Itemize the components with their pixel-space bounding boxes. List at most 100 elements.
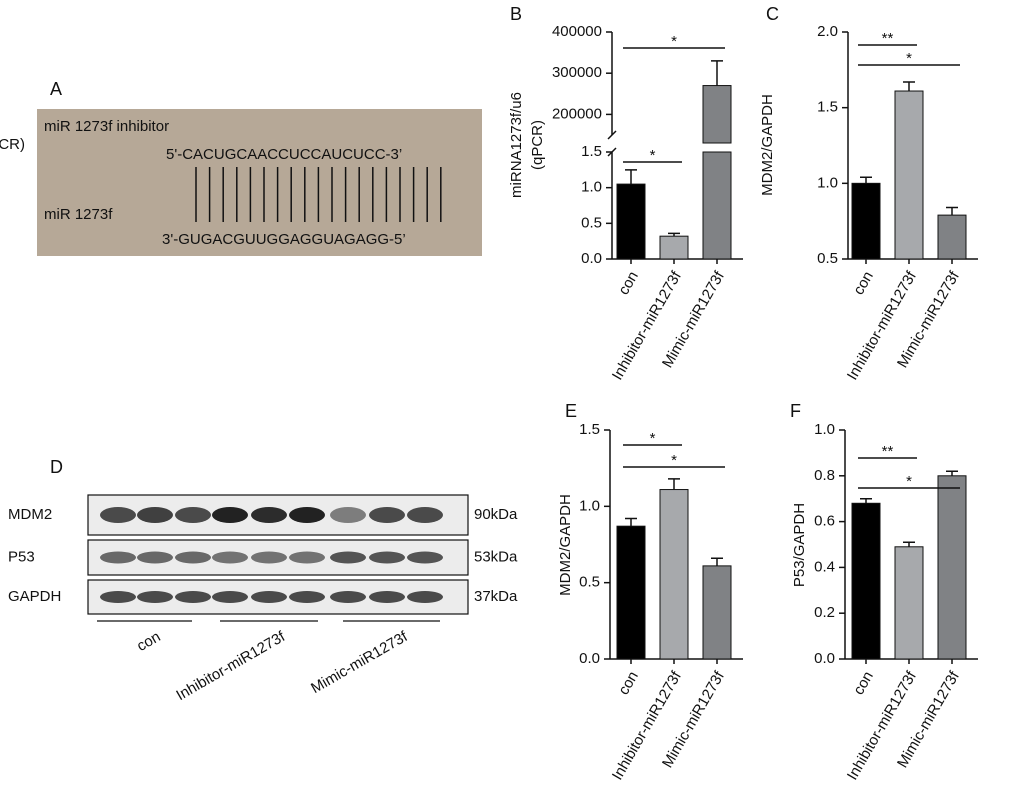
axis-break: [607, 130, 617, 140]
group-label: Inhibitor-miR1273f: [173, 628, 288, 704]
band: [212, 551, 248, 564]
band: [251, 551, 287, 564]
sequence: 3'-GUGACGUUGGAGGUAGAGG-5’: [162, 231, 406, 248]
band: [251, 591, 287, 603]
panel-letter: E: [565, 401, 577, 421]
bar: [659, 235, 689, 260]
bar: [937, 475, 967, 660]
band: [212, 507, 248, 523]
y-tick-label: 1.5: [581, 143, 602, 160]
significance: *: [650, 147, 656, 164]
y-tick-label: 1.0: [817, 174, 838, 191]
band: [330, 551, 366, 564]
bar: [851, 502, 881, 660]
band: [407, 507, 443, 523]
band: [137, 551, 173, 564]
y-tick-label: 0.6: [814, 513, 835, 530]
significance: *: [671, 33, 677, 50]
significance: *: [906, 50, 912, 67]
error-bar: [711, 557, 723, 566]
x-tick-label: con: [850, 668, 877, 697]
bar: [937, 214, 967, 260]
significance: **: [882, 443, 894, 460]
row-label: P53: [8, 548, 35, 565]
y-tick-label: 1.0: [579, 497, 600, 514]
band: [369, 507, 405, 523]
y-tick-label: 0.0: [814, 650, 835, 667]
bar: [851, 182, 881, 260]
y-tick-label: 0.0: [579, 650, 600, 667]
y-tick-label: 0.4: [814, 558, 835, 575]
band: [251, 507, 287, 523]
band: [330, 591, 366, 603]
panel-letter: A: [50, 79, 62, 99]
y-tick-label: 2.0: [817, 23, 838, 40]
row-label: MDM2: [8, 506, 52, 523]
bar: [702, 565, 732, 660]
bar: [616, 183, 646, 260]
sequence-box: [37, 109, 482, 256]
x-tick-label: con: [850, 268, 877, 297]
group-label: con: [134, 628, 163, 655]
significance: *: [650, 430, 656, 447]
y-tick-label: 300000: [552, 64, 602, 81]
sequence: 5'-CACUGCAACCUCCAUCUCC-3’: [166, 146, 402, 163]
band: [137, 507, 173, 523]
y-tick-label: 0.0: [581, 250, 602, 267]
axis-break: [607, 147, 617, 157]
bar: [894, 546, 924, 660]
bar: [659, 489, 689, 660]
y-axis-label: MDM2/GAPDH: [557, 494, 574, 596]
band: [369, 591, 405, 603]
band: [407, 591, 443, 603]
panel-letter: B: [510, 4, 522, 24]
band: [175, 591, 211, 603]
significance: *: [906, 473, 912, 490]
error-bar: [903, 81, 915, 92]
band: [289, 551, 325, 564]
y-tick-label: 200000: [552, 105, 602, 122]
error-bar: [668, 478, 680, 490]
y-tick-label: 0.5: [817, 250, 838, 267]
error-bar: [625, 517, 637, 527]
seq-label: miR 1273f: [44, 206, 113, 223]
size-label: 90kDa: [474, 506, 518, 523]
y-tick-label: 1.5: [579, 421, 600, 438]
bar: [616, 525, 646, 660]
error-bar: [903, 541, 915, 547]
bar: [702, 151, 732, 260]
band: [212, 591, 248, 603]
y-tick-label: 0.8: [814, 467, 835, 484]
y-tick-label: 1.5: [817, 99, 838, 116]
error-bar: [668, 232, 680, 237]
band: [407, 551, 443, 564]
error-bar: [625, 169, 637, 185]
band: [100, 507, 136, 523]
y-tick-label: 1.0: [581, 179, 602, 196]
error-bar: [946, 470, 958, 476]
significance: *: [671, 452, 677, 469]
error-bar: [860, 176, 872, 184]
panel-letter: C: [766, 4, 779, 24]
base-pairs: [195, 167, 442, 222]
significance: **: [882, 30, 894, 47]
y-axis-label: MDM2/GAPDH: [759, 94, 776, 196]
x-tick-label: con: [615, 268, 642, 297]
band: [289, 507, 325, 523]
size-label: 37kDa: [474, 588, 518, 605]
y-tick-label: 0.2: [814, 604, 835, 621]
y-axis-label: (qPCR): [0, 136, 25, 153]
error-bar: [711, 60, 723, 86]
band: [289, 591, 325, 603]
panel-letter: D: [50, 457, 63, 477]
y-tick-label: 1.0: [814, 421, 835, 438]
panel-letter: F: [790, 401, 801, 421]
bar: [702, 85, 732, 144]
size-label: 53kDa: [474, 548, 518, 565]
row-label: GAPDH: [8, 588, 61, 605]
error-bar: [860, 497, 872, 504]
y-axis-label: (qPCR): [529, 120, 546, 170]
western-blot: MDM2 90kDa P53 53kDa GAPDH 37kDa con Inhibitor-…: [8, 494, 518, 704]
band: [330, 507, 366, 523]
